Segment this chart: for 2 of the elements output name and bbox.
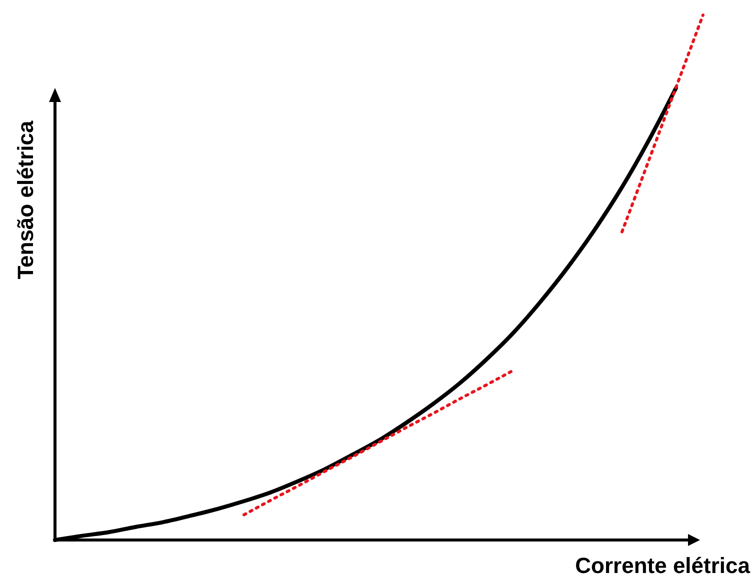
y-axis-title: Tensão elétrica (13, 120, 38, 280)
x-axis-title: Corrente elétrica (575, 553, 751, 578)
